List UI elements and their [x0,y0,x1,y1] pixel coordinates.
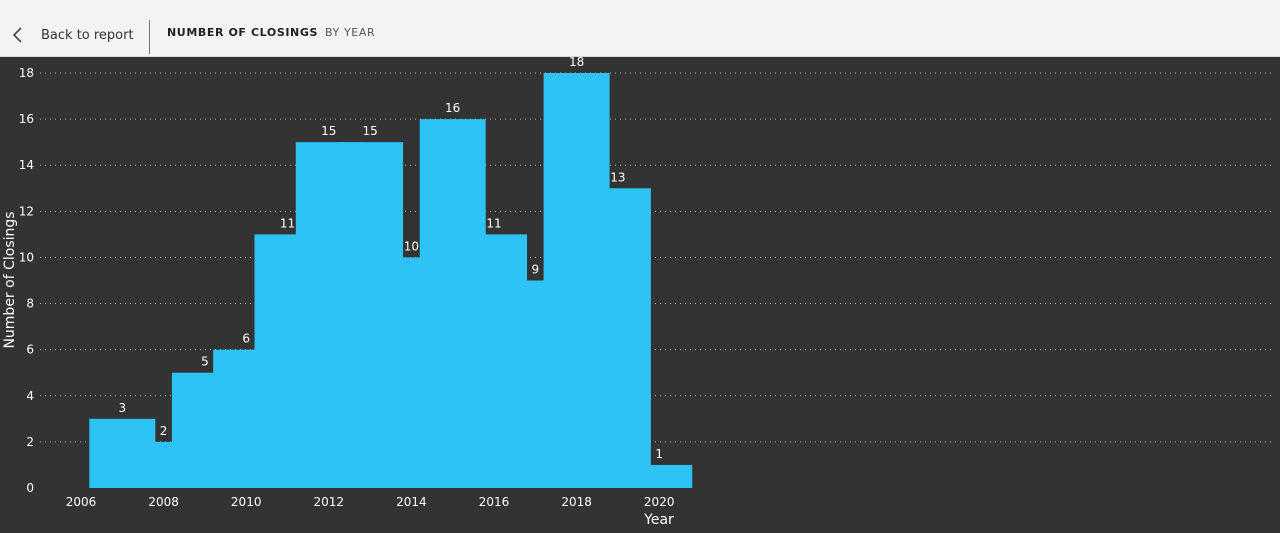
data-label: 11 [280,216,295,230]
bar-chart: 0 2 4 6 8 10 12 14 16 18 3 2 5 6 11 15 15 10 16 11 9 18 13 1 200… [2,57,1272,528]
y-tick-label: 14 [19,158,34,172]
y-tick-label: 6 [26,343,34,357]
data-label: 6 [242,332,250,346]
y-tick-label: 10 [19,250,34,264]
data-label: 10 [404,239,419,253]
bar [584,188,651,488]
x-tick-label: 2016 [479,495,510,509]
visual-title: NUMBER OF CLOSINGS [167,26,318,39]
data-label: 5 [201,355,209,369]
x-tick-label: 2014 [396,495,427,509]
visual-subtitle: BY YEAR [325,26,376,39]
data-label: 3 [118,401,126,415]
x-tick-label: 2010 [231,495,262,509]
y-tick-label: 0 [26,481,34,495]
y-tick-label: 2 [26,435,34,449]
x-tick-label: 2012 [314,495,345,509]
data-label: 16 [445,101,460,115]
back-to-report-button[interactable]: Back to report [8,20,134,50]
data-label: 9 [531,263,539,277]
data-label: 15 [362,124,377,138]
data-label: 13 [610,170,625,184]
y-axis-title: Number of Closings [2,211,18,348]
y-tick-label: 12 [19,204,34,218]
x-tick-label: 2006 [66,495,97,509]
chevron-left-icon [12,27,22,43]
x-axis-title: Year [643,512,674,528]
x-tick-label: 2008 [148,495,179,509]
x-tick-label: 2020 [644,495,675,509]
bar [626,464,693,488]
data-label: 2 [160,424,168,438]
back-label: Back to report [41,27,134,43]
x-tick-label: 2018 [561,495,592,509]
divider [149,20,150,54]
top-bar: Back to report NUMBER OF CLOSINGS BY YEA… [0,0,1280,57]
chart-area: 0 2 4 6 8 10 12 14 16 18 3 2 5 6 11 15 15 10 16 11 9 18 13 1 200… [0,57,1280,533]
data-label: 11 [486,216,501,230]
y-tick-label: 18 [19,66,34,80]
y-tick-label: 16 [19,112,34,126]
data-label: 1 [655,447,663,461]
y-tick-label: 4 [26,389,34,403]
y-tick-label: 8 [26,297,34,311]
data-label: 18 [569,57,584,69]
data-label: 15 [321,124,336,138]
